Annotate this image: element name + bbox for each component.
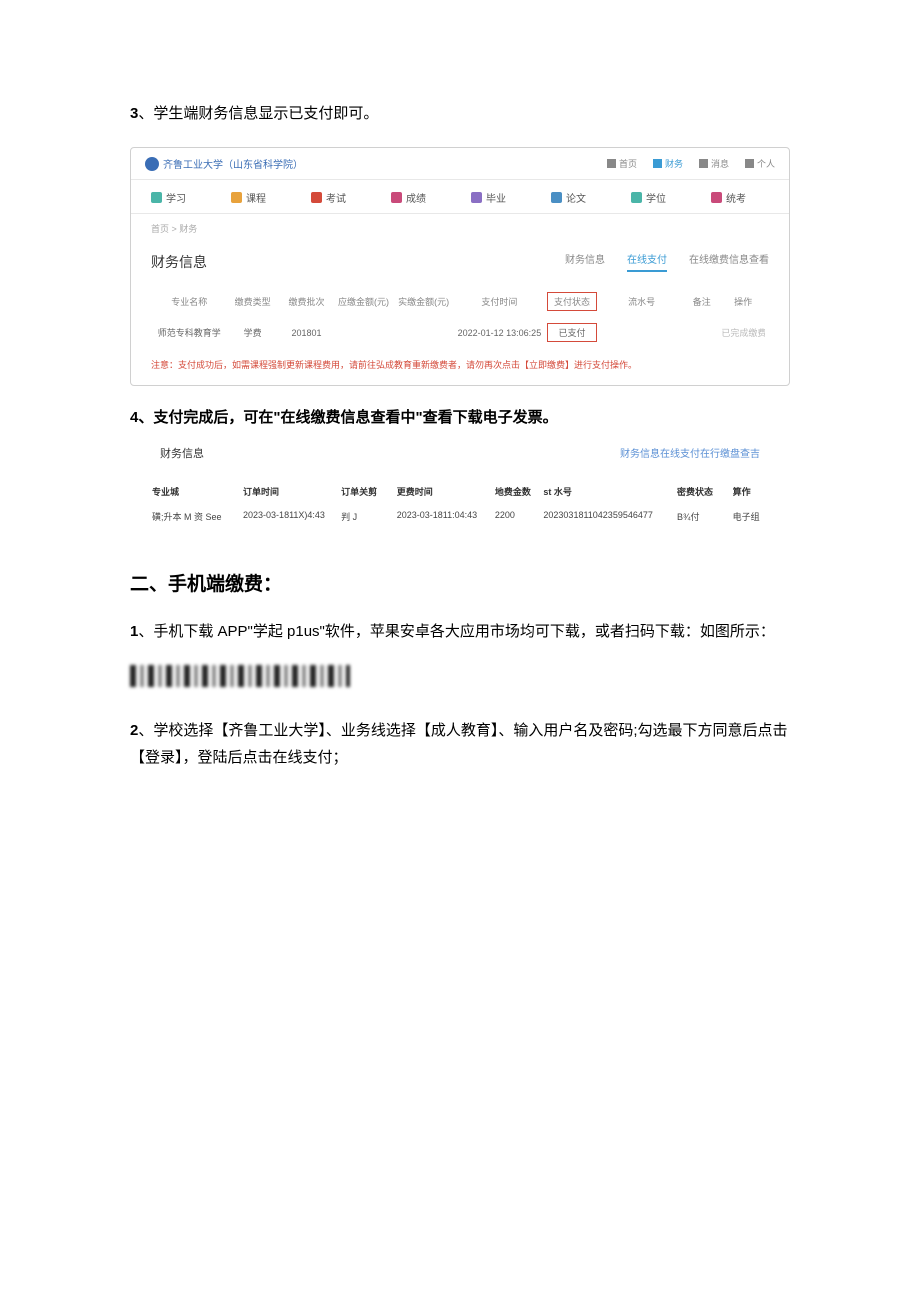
section-3-body: 、学生端财务信息显示已支付即可。 [138,105,378,122]
t2-col-0: 专业城 [152,485,237,498]
title-row: 财务信息 财务信息 在线支付 在线缴费信息查看 [151,251,769,272]
graduate-icon [471,192,482,203]
t2-cell-2: 判 J [341,510,391,523]
tab-thesis[interactable]: 论文 [551,190,586,205]
t2-row: 磺;升本 M 资 See 2023-03-1811X)4:43 判 J 2023… [150,504,770,529]
logo-text: 齐鲁工业大学（山东省科学院） [163,156,303,171]
t2-col-7: 算作 [733,485,768,498]
col-action: 操作 [721,295,765,308]
user-icon [745,159,754,168]
cell-action: 已完成缴费 [721,326,765,339]
section-3-text: 3、学生端财务信息显示已支付即可。 [130,100,790,127]
ss1-body: 财务信息 财务信息 在线支付 在线缴费信息查看 专业名称 缴费类型 缴费批次 应… [131,243,789,385]
col-major: 专业名称 [155,295,224,308]
t2-title: 财务信息 [160,445,204,461]
logo-badge-icon [145,157,159,171]
t2-cell-4: 2200 [495,510,538,523]
table-row: 师范专科教育学 学费 201801 2022-01-12 13:06:25 已支… [151,317,769,348]
exam-icon [311,192,322,203]
t2-col-5: st 水号 [543,485,671,498]
mobile-step1: 1、手机下载 APP"学起 p1us"软件，苹果安卓各大应用市场均可下载，或者扫… [130,618,790,645]
cell-type: 学费 [228,326,278,339]
t2-col-1: 订单时间 [243,485,335,498]
t2-col-2: 订单关剪 [341,485,391,498]
table-header: 专业名称 缴费类型 缴费批次 应缴金额(元) 实缴金额(元) 支付时间 支付状态… [151,286,769,317]
header-link-profile[interactable]: 个人 [745,157,775,170]
subtab-view[interactable]: 在线缴费信息查看 [689,251,769,272]
col-due: 应缴金额(元) [335,295,391,308]
col-paid: 实缴金额(元) [396,295,452,308]
finance-icon [653,159,662,168]
step1-body: 、手机下载 APP"学起 p1us"软件，苹果安卓各大应用市场均可下载，或者扫码… [138,623,775,640]
tab-course[interactable]: 课程 [231,190,266,205]
col-batch: 缴费批次 [282,295,332,308]
header-link-home[interactable]: 首页 [607,157,637,170]
col-status: 支付状态 [547,292,597,311]
ss1-header: 齐鲁工业大学（山东省科学院） 首页 财务 消息 个人 [131,148,789,180]
warning-note: 注意：支付成功后，如需课程强制更新课程费用，请前往弘成教育重新缴费者，请勿再次点… [151,358,769,371]
tab-graduate[interactable]: 毕业 [471,190,506,205]
subtab-pay[interactable]: 在线支付 [627,251,667,272]
qr-code-placeholder [130,665,350,687]
tab-study[interactable]: 学习 [151,190,186,205]
study-icon [151,192,162,203]
finance-subtabs: 财务信息 在线支付 在线缴费信息查看 [565,251,769,272]
t2-cell-1: 2023-03-1811X)4:43 [243,510,335,523]
t2-cell-3: 2023-03-1811:04:43 [397,510,489,523]
finance-screenshot: 齐鲁工业大学（山东省科学院） 首页 财务 消息 个人 学习 课程 考试 成绩 毕… [130,147,790,386]
tab-exam[interactable]: 考试 [311,190,346,205]
national-icon [711,192,722,203]
t2-cell-6: B¾付 [677,510,727,523]
step2-body: 、学校选择【齐鲁工业大学】、业务线选择【成人教育】、输入用户名及密码;勾选最下方… [130,722,788,766]
invoice-table: 财务信息 财务信息在线支付在行缴盘查吉 专业城 订单时间 订单关剪 更费时间 地… [150,445,770,529]
home-icon [607,159,616,168]
cell-status: 已支付 [547,323,597,342]
t2-col-4: 地费金数 [495,485,538,498]
t2-title-row: 财务信息 财务信息在线支付在行缴盘查吉 [150,445,770,461]
tab-national[interactable]: 统考 [711,190,746,205]
cell-major: 师范专科教育学 [155,326,224,339]
bell-icon [699,159,708,168]
main-tabs: 学习 课程 考试 成绩 毕业 论文 学位 统考 [131,180,789,214]
mobile-heading: 二、手机端缴费： [130,569,790,596]
header-links: 首页 财务 消息 个人 [607,157,775,170]
t2-col-6: 密费状态 [677,485,727,498]
t2-cell-5: 2023031811042359546477 [543,510,671,523]
course-icon [231,192,242,203]
tab-degree[interactable]: 学位 [631,190,666,205]
site-logo: 齐鲁工业大学（山东省科学院） [145,156,303,171]
finance-title: 财务信息 [151,252,207,272]
header-link-finance[interactable]: 财务 [653,157,683,170]
degree-icon [631,192,642,203]
tab-grade[interactable]: 成绩 [391,190,426,205]
cell-batch: 201801 [282,328,332,338]
col-type: 缴费类型 [228,295,278,308]
cell-time: 2022-01-12 13:06:25 [456,328,543,338]
t2-col-3: 更费时间 [397,485,489,498]
grade-icon [391,192,402,203]
section-4-text: 4、支付完成后，可在"在线缴费信息查看中"查看下载电子发票。 [130,406,790,427]
t2-header: 专业城 订单时间 订单关剪 更费时间 地费金数 st 水号 密费状态 算作 [150,479,770,504]
col-serial: 流水号 [601,295,682,308]
mobile-step2: 2、学校选择【齐鲁工业大学】、业务线选择【成人教育】、输入用户名及密码;勾选最下… [130,717,790,771]
col-note: 备注 [686,295,717,308]
t2-link[interactable]: 财务信息在线支付在行缴盘查吉 [620,445,760,461]
thesis-icon [551,192,562,203]
breadcrumb: 首页 > 财务 [131,214,789,243]
subtab-info[interactable]: 财务信息 [565,251,605,272]
header-link-message[interactable]: 消息 [699,157,729,170]
t2-cell-7: 电子组 [733,510,768,523]
col-time: 支付时间 [456,295,543,308]
t2-cell-0: 磺;升本 M 资 See [152,510,237,523]
